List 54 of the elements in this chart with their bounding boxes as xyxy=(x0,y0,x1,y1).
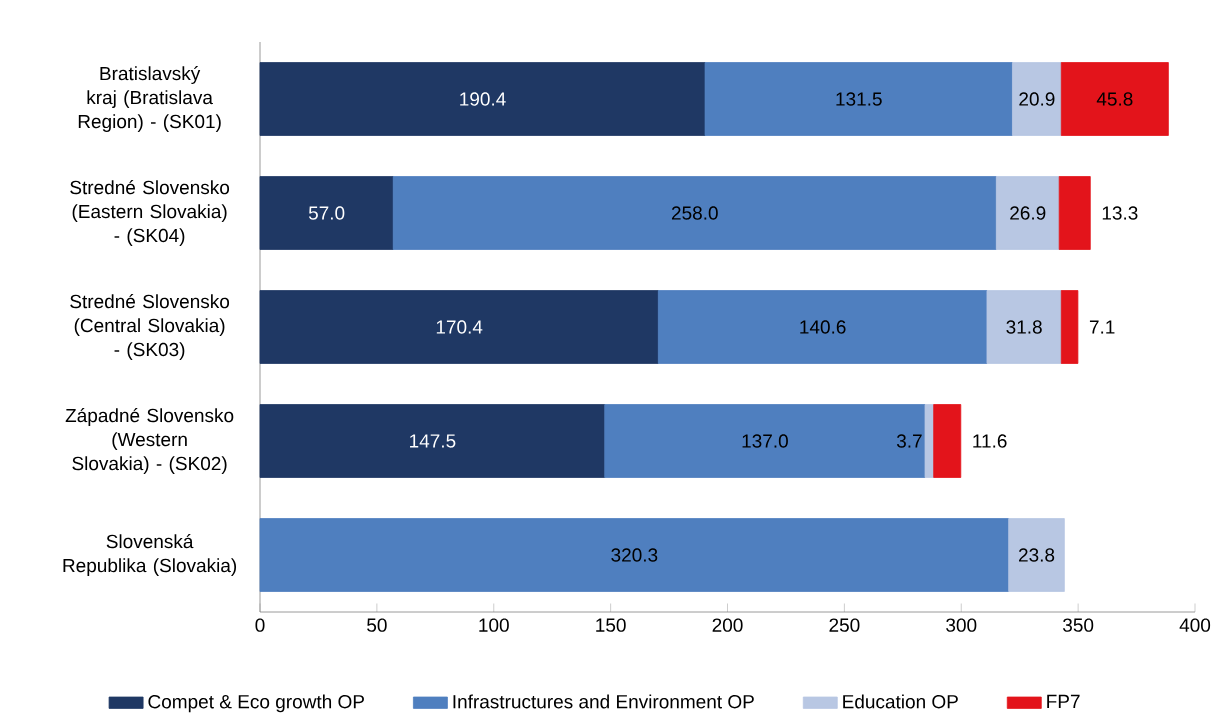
data-label: 20.9 xyxy=(1019,92,1055,106)
data-label: 11.6 xyxy=(973,434,1007,448)
data-label: 190.4 xyxy=(460,92,506,106)
data-label: 147.5 xyxy=(410,434,456,448)
x-tick-label: 250 xyxy=(829,618,860,632)
x-tick-label: 150 xyxy=(596,618,626,632)
y-tick-label: Slovenská Republika (Slovakia) xyxy=(63,534,237,576)
data-label: 13.3 xyxy=(1102,206,1138,220)
x-tick-label: 50 xyxy=(367,618,387,632)
bar xyxy=(1060,62,1169,136)
data-label: 57.0 xyxy=(308,206,345,220)
bar xyxy=(1058,176,1091,250)
legend-label: Compet & Eco growth OP xyxy=(148,694,364,713)
data-label: 140.6 xyxy=(800,320,846,334)
bar xyxy=(259,62,706,136)
bar xyxy=(704,62,1013,136)
data-label: 31.8 xyxy=(1006,320,1042,334)
data-label: 26.9 xyxy=(1010,206,1046,220)
bar xyxy=(1008,518,1065,592)
bar xyxy=(392,176,997,250)
data-label: 45.8 xyxy=(1096,92,1133,106)
bar xyxy=(604,404,926,478)
bar xyxy=(259,404,606,478)
bar xyxy=(259,176,394,250)
bar xyxy=(259,518,1010,592)
bar xyxy=(933,404,962,478)
x-tick-label: 400 xyxy=(1179,618,1211,632)
bar xyxy=(995,176,1060,250)
bar xyxy=(259,290,659,364)
data-label: 258.0 xyxy=(671,206,718,220)
y-tick-label: Stredné Slovensko (Central Slovakia) - (SK03) xyxy=(70,294,230,360)
bar xyxy=(924,404,935,478)
data-label: 170.4 xyxy=(436,320,483,334)
x-tick-label: 100 xyxy=(479,618,509,632)
y-tick-label: Bratislavský kraj (Bratislava Region) - (SK01) xyxy=(78,66,221,132)
data-label: 131.5 xyxy=(836,92,882,106)
data-label: 7.1 xyxy=(1089,320,1115,334)
y-tick-label: Stredné Slovensko (Eastern Slovakia) - (SK04) xyxy=(70,180,230,246)
x-tick-label: 0 xyxy=(255,618,265,632)
bar xyxy=(986,290,1062,364)
bar xyxy=(1012,62,1062,136)
legend-label: Education OP xyxy=(843,694,958,709)
x-tick-label: 300 xyxy=(946,618,977,632)
bar xyxy=(1060,290,1079,364)
x-tick-label: 350 xyxy=(1063,618,1094,632)
x-tick-label: 200 xyxy=(712,618,743,632)
y-tick-label: Západné Slovensko (Western Slovakia) - (SK02) xyxy=(65,408,234,474)
data-label: 3.7 xyxy=(896,434,922,448)
legend-label: Infrastructures and Environment OP xyxy=(453,694,754,709)
data-label: 137.0 xyxy=(742,434,788,448)
legend-label: FP7 xyxy=(1047,694,1080,708)
data-label: 23.8 xyxy=(1019,548,1055,562)
bar xyxy=(657,290,988,364)
data-label: 320.3 xyxy=(611,548,658,562)
